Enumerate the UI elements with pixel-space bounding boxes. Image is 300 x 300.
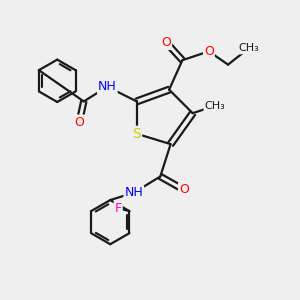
Text: NH: NH (98, 80, 117, 93)
Text: NH: NH (124, 186, 143, 199)
Text: O: O (204, 45, 214, 58)
Text: O: O (179, 183, 189, 196)
Text: O: O (74, 116, 84, 128)
Text: O: O (161, 36, 171, 49)
Text: CH₃: CH₃ (238, 44, 259, 53)
Text: S: S (132, 127, 141, 141)
Text: CH₃: CH₃ (204, 101, 225, 111)
Text: F: F (115, 202, 122, 215)
